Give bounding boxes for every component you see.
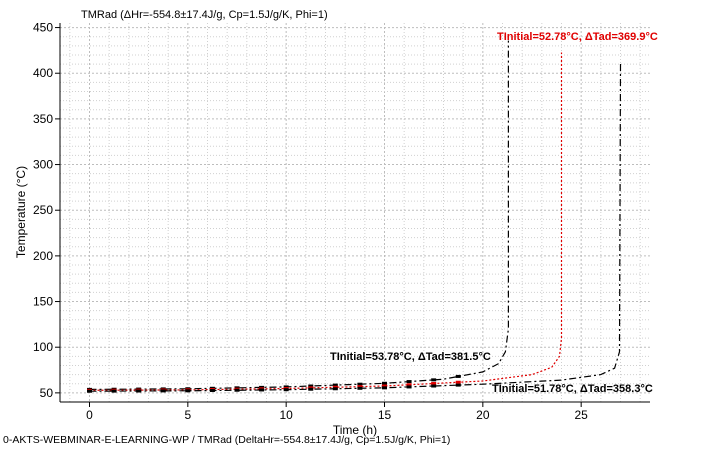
series-marker-3 xyxy=(283,388,289,392)
x-tick-label: 15 xyxy=(378,408,392,422)
series-marker-2 xyxy=(431,382,437,386)
y-tick-label: 350 xyxy=(33,112,53,126)
y-tick-label: 400 xyxy=(33,66,53,80)
grid xyxy=(60,23,650,403)
series-line-1 xyxy=(89,40,509,390)
axes xyxy=(55,23,650,407)
series-marker-3 xyxy=(406,385,412,389)
series-marker-1 xyxy=(357,382,363,386)
series-marker-1 xyxy=(455,374,461,378)
series-marker-1 xyxy=(283,385,289,389)
x-axis-label: Time (h) xyxy=(333,423,377,437)
y-tick-label: 50 xyxy=(40,386,54,400)
series-marker-3 xyxy=(111,389,117,393)
y-tick-label: 150 xyxy=(33,295,53,309)
series-marker-3 xyxy=(382,386,387,390)
y-tick-label: 300 xyxy=(33,158,53,172)
series-marker-1 xyxy=(332,383,338,387)
x-tick-label: 25 xyxy=(574,408,588,422)
series-marker-3 xyxy=(431,384,437,388)
y-tick-label: 450 xyxy=(33,21,53,35)
series-marker-3 xyxy=(234,388,240,392)
chart-title: TMRad (ΔHr=-554.8±17.4J/g, Cp=1.5J/g/K, … xyxy=(81,9,328,21)
annotation-label: TInitial=51.78°C, ΔTad=358.3°C xyxy=(492,383,653,395)
x-tick-label: 20 xyxy=(476,408,490,422)
x-tick-label: 0 xyxy=(86,408,93,422)
annotations: TInitial=52.78°C, ΔTad=369.9°C TInitial=5… xyxy=(330,31,658,395)
annotation-label: TInitial=52.78°C, ΔTad=369.9°C xyxy=(497,31,658,43)
series-marker-3 xyxy=(160,389,166,393)
footer-caption: 0-AKTS-WEBMINAR-E-LEARNING-WP / TMRad (D… xyxy=(3,434,451,446)
series-marker-3 xyxy=(209,388,215,392)
series-marker-3 xyxy=(87,389,92,393)
y-tick-label: 100 xyxy=(33,340,53,354)
series-marker-3 xyxy=(259,388,265,392)
series-marker-2 xyxy=(332,385,338,389)
x-tick-label: 5 xyxy=(184,408,191,422)
series-marker-3 xyxy=(308,387,314,391)
series-marker-1 xyxy=(308,384,314,388)
series-marker-3 xyxy=(136,389,142,393)
series-marker-2 xyxy=(406,383,412,387)
y-tick-label: 250 xyxy=(33,203,53,217)
plot-area xyxy=(60,23,650,402)
series-marker-1 xyxy=(406,380,412,384)
y-axis-label: Temperature (°C) xyxy=(14,166,28,258)
series-marker-2 xyxy=(382,384,387,388)
x-tick-label: 10 xyxy=(279,408,293,422)
series-marker-3 xyxy=(455,383,461,387)
tick-labels: 0 5 10 15 20 25 50 100 150 200 250 300 350 400 450 xyxy=(33,21,588,422)
series-marker-1 xyxy=(431,378,437,382)
series-marker-3 xyxy=(357,386,363,390)
series-marker-3 xyxy=(332,387,338,391)
series-marker-3 xyxy=(185,389,191,393)
series-line-3 xyxy=(89,63,622,392)
series-marker-2 xyxy=(455,380,461,384)
series-group xyxy=(87,40,622,393)
series-marker-2 xyxy=(357,385,363,389)
annotation-label: TInitial=53.78°C, ΔTad=381.5°C xyxy=(330,351,491,363)
y-tick-label: 200 xyxy=(33,249,53,263)
series-marker-1 xyxy=(382,381,387,385)
